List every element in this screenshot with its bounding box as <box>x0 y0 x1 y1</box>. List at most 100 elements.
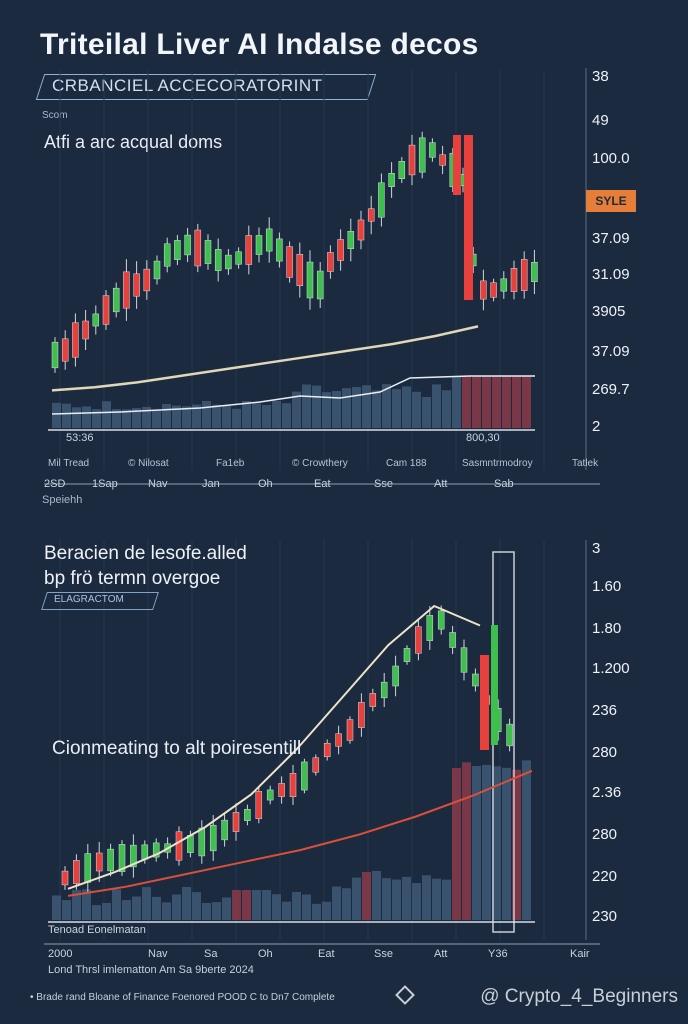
volume-bar <box>412 391 421 428</box>
x-tick-label: Sa <box>204 948 218 960</box>
category-label: Sasmntrmodroy <box>462 458 533 469</box>
bottom-candles <box>61 605 513 893</box>
volume-bar <box>302 384 311 428</box>
volume-bar <box>382 384 391 428</box>
x-tick-label: Sab <box>494 478 514 490</box>
volume-bar <box>332 391 341 428</box>
volume-bar <box>132 896 141 920</box>
page-title: Triteilal Liver AI Indalse decos <box>40 28 479 61</box>
candle <box>255 235 263 255</box>
volume-bar <box>142 406 151 428</box>
bottom-subtitle-2: bp frö termn overgoe <box>44 568 221 589</box>
candle-large-green <box>491 625 498 745</box>
volume-bar <box>492 376 501 428</box>
y-axis-label: 37.09 <box>592 343 630 360</box>
volume-bar <box>232 408 241 428</box>
volume-bar <box>132 408 141 428</box>
candle <box>198 827 206 857</box>
top-volume <box>51 375 535 428</box>
volume-bar <box>92 905 101 920</box>
candle <box>378 182 385 218</box>
volume-bar <box>482 376 491 428</box>
bottom-midtext: Cionmeating to alt poiresentill <box>52 738 302 759</box>
volume-bar <box>232 890 241 920</box>
volume-bar <box>472 376 481 428</box>
volume-outline <box>51 375 535 415</box>
volume-bar <box>292 391 301 428</box>
volume-bar <box>422 875 431 920</box>
candle <box>301 761 308 791</box>
category-label: © Crowthery <box>292 458 348 469</box>
volume-bar <box>182 886 191 920</box>
candle <box>286 246 293 278</box>
top-subtitle: Atfi a arc acqual doms <box>44 132 223 152</box>
y-axis-label: 3 <box>592 540 601 557</box>
bottom-trend-line <box>67 604 481 890</box>
candle <box>358 702 365 728</box>
candle <box>255 791 263 819</box>
volume-bar <box>212 902 221 920</box>
candle <box>123 271 130 309</box>
candle <box>61 870 69 886</box>
category-label: Cam 188 <box>386 458 427 469</box>
volume-bar <box>332 886 341 920</box>
candle <box>335 733 342 747</box>
candle <box>316 270 324 300</box>
category-label: Fa1eb <box>216 458 245 469</box>
candle <box>107 848 114 872</box>
candle <box>367 208 375 222</box>
x-tick-label: 1Sap <box>92 478 118 490</box>
volume-bar <box>202 400 211 428</box>
volume-bar <box>512 376 521 428</box>
volume-bar <box>432 384 441 428</box>
volume-bar <box>262 405 271 428</box>
candle <box>480 280 487 300</box>
candle <box>289 773 297 797</box>
y-axis-label: 1.80 <box>592 620 622 637</box>
volume-bar <box>92 409 101 428</box>
candle <box>51 341 59 369</box>
candle <box>408 144 416 176</box>
y-axis-label: 1.200 <box>592 660 630 677</box>
candle <box>429 142 436 158</box>
candle <box>133 273 140 297</box>
candle <box>174 240 181 260</box>
candle <box>347 231 355 249</box>
volume-bar <box>262 890 271 920</box>
volume-bar <box>322 392 331 428</box>
y-axis-label: 230 <box>592 908 618 925</box>
volume-bar <box>242 890 251 920</box>
volume-bar <box>272 400 281 428</box>
candle <box>102 295 110 325</box>
volume-bar <box>172 894 181 920</box>
volume-bar <box>462 762 471 920</box>
bottom-red-line <box>67 769 533 897</box>
y-axis-label: 100.0 <box>592 150 630 167</box>
volume-bar <box>352 386 361 428</box>
volume-bar <box>222 897 231 920</box>
volume-bar <box>442 879 451 920</box>
volume-bar <box>422 396 431 428</box>
candle <box>306 261 314 299</box>
candle <box>506 723 513 747</box>
candle <box>244 809 251 821</box>
volume-bar <box>502 376 511 428</box>
candle-large-red <box>480 655 489 750</box>
volume-bar <box>72 890 81 920</box>
candle <box>266 789 274 801</box>
y-axis-label: 49 <box>592 112 609 129</box>
candle <box>194 229 202 267</box>
volume-bar <box>112 409 121 428</box>
bottom-volume <box>52 760 531 920</box>
x-tick-label: Att <box>434 948 448 960</box>
candle <box>346 719 354 741</box>
volume-bar <box>472 766 481 920</box>
candle <box>118 844 126 872</box>
candle <box>437 610 445 630</box>
top-small-label: Scom <box>42 110 68 121</box>
x-tick-label: Oh <box>258 478 273 490</box>
y-axis-label: 1.60 <box>592 578 622 595</box>
volume-bar <box>392 389 401 428</box>
volume-bar <box>372 390 381 428</box>
